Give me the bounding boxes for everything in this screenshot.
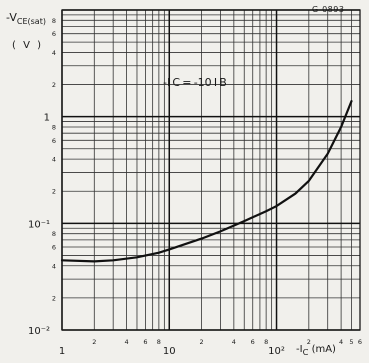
x-tick-label-minor: 6 bbox=[251, 338, 255, 346]
y-tick-label-minor: 8 bbox=[52, 124, 56, 132]
x-tick-label-minor: 2 bbox=[307, 338, 311, 346]
x-tick-label-minor: 2 bbox=[199, 338, 203, 346]
x-tick-label-minor: 8 bbox=[157, 338, 161, 346]
x-axis-label-sub: C bbox=[302, 347, 309, 357]
x-tick-label-minor: 4 bbox=[232, 338, 236, 346]
x-tick-label-minor: 5 bbox=[349, 338, 353, 346]
y-tick-label-minor: 6 bbox=[52, 137, 56, 145]
y-axis-label: -VCE(sat) bbox=[6, 12, 46, 26]
y-tick-label-minor: 8 bbox=[52, 17, 56, 25]
y-tick-label-minor: 2 bbox=[52, 81, 56, 89]
x-axis-label-prefix: -I bbox=[296, 344, 303, 355]
x-tick-label-major: 10² bbox=[268, 346, 285, 357]
x-tick-label-minor: 2 bbox=[92, 338, 96, 346]
y-tick-label-major: 10⁻² bbox=[28, 326, 50, 337]
y-tick-label-major: 10⁻¹ bbox=[28, 219, 50, 230]
y-tick-label-minor: 2 bbox=[52, 294, 56, 302]
y-tick-label-minor: 4 bbox=[52, 262, 56, 270]
series-line bbox=[60, 100, 353, 263]
x-tick-label-minor: 4 bbox=[339, 338, 343, 346]
y-tick-label-minor: 2 bbox=[52, 188, 56, 196]
x-tick-label-major: 10 bbox=[163, 346, 176, 357]
x-tick-label-minor: 8 bbox=[264, 338, 268, 346]
x-tick-label-minor: 4 bbox=[125, 338, 129, 346]
x-tick-label-major: 1 bbox=[59, 346, 65, 357]
y-tick-label-minor: 4 bbox=[52, 156, 56, 164]
y-tick-label-minor: 8 bbox=[52, 230, 56, 238]
y-tick-label-minor: 4 bbox=[52, 49, 56, 57]
y-axis-label-sub: CE(sat) bbox=[16, 17, 46, 27]
y-tick-label-minor: 6 bbox=[52, 243, 56, 251]
y-tick-label-minor: 6 bbox=[52, 30, 56, 38]
plot-frame bbox=[61, 9, 361, 331]
grid-minor bbox=[62, 10, 361, 330]
annotation: -I C = -10 I B bbox=[163, 76, 227, 89]
y-axis-unit: ( V ) bbox=[12, 40, 44, 51]
x-axis-unit: (mA) bbox=[311, 344, 336, 355]
y-tick-label-major: 1 bbox=[44, 113, 50, 124]
x-tick-label-minor: 6 bbox=[143, 338, 147, 346]
figure-id: G-0893 bbox=[312, 5, 345, 14]
y-axis-label-prefix: -V bbox=[6, 11, 17, 24]
x-tick-label-minor: 6 bbox=[358, 338, 362, 346]
x-axis-label: -IC (mA) bbox=[296, 344, 336, 357]
